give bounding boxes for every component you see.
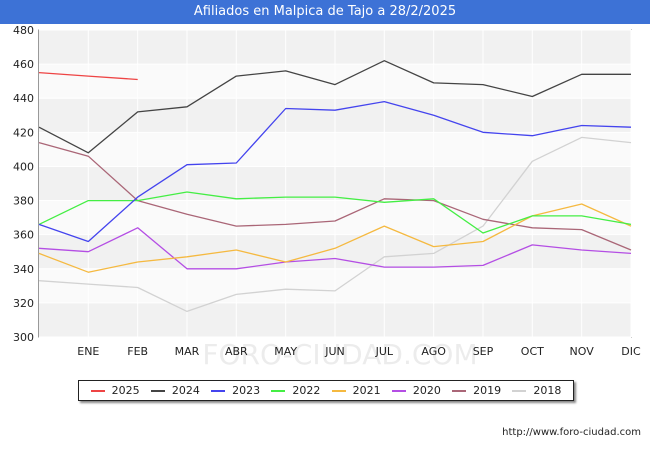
x-tick-label: ENE bbox=[77, 345, 99, 358]
legend-label: 2023 bbox=[232, 384, 261, 397]
legend-item-2020: 2020 bbox=[391, 384, 441, 397]
legend-item-2019: 2019 bbox=[452, 384, 501, 397]
legend-swatch bbox=[90, 389, 105, 392]
y-tick-label: 320 bbox=[13, 297, 34, 310]
source-url: http://www.foro-ciudad.com bbox=[502, 427, 641, 438]
y-tick-label: 340 bbox=[13, 263, 34, 276]
legend-item-2024: 2024 bbox=[150, 384, 200, 397]
legend-swatch bbox=[391, 389, 406, 392]
x-tick-label: MAY bbox=[274, 345, 297, 358]
legend-label: 2020 bbox=[412, 384, 441, 397]
x-tick-label: MAR bbox=[175, 345, 200, 358]
legend-item-2022: 2022 bbox=[271, 384, 320, 397]
legend-swatch bbox=[211, 389, 226, 392]
x-tick-label: SEP bbox=[473, 345, 494, 358]
legend-item-2025: 2025 bbox=[90, 384, 140, 397]
legend-swatch bbox=[452, 389, 467, 392]
legend-swatch bbox=[271, 389, 286, 392]
y-tick-label: 440 bbox=[13, 92, 34, 105]
legend-label: 2024 bbox=[171, 384, 200, 397]
legend-label: 2018 bbox=[533, 384, 562, 397]
x-tick-label: AGO bbox=[421, 345, 446, 358]
series-line-2024 bbox=[38, 60, 631, 154]
series-line-2020 bbox=[38, 227, 632, 270]
legend-label: 2019 bbox=[473, 384, 502, 397]
legend-swatch bbox=[512, 389, 527, 392]
legend-swatch bbox=[150, 389, 165, 392]
series-line-2023 bbox=[38, 100, 632, 243]
legend-item-2021: 2021 bbox=[331, 384, 381, 397]
y-tick-label: 420 bbox=[13, 126, 34, 139]
legend-swatch bbox=[331, 389, 346, 392]
y-tick-label: 480 bbox=[13, 24, 34, 37]
y-tick-label: 300 bbox=[13, 331, 34, 344]
series-line-2018 bbox=[38, 136, 632, 313]
watermark: FORO-CIUDAD.COM bbox=[202, 338, 477, 371]
y-tick-label: 380 bbox=[13, 195, 34, 208]
x-tick-label: JUN bbox=[324, 345, 345, 358]
legend-label: 2022 bbox=[292, 384, 321, 397]
x-tick-label: ABR bbox=[225, 345, 248, 358]
series-line-2022 bbox=[38, 191, 632, 234]
legend-item-2018: 2018 bbox=[512, 384, 561, 397]
x-tick-label: FEB bbox=[127, 345, 148, 358]
y-tick-label: 460 bbox=[13, 58, 34, 71]
x-tick-label: JUL bbox=[375, 345, 394, 358]
chart-title: Afiliados en Malpica de Tajo a 28/2/2025 bbox=[0, 0, 650, 24]
legend: 2025 2024 2023 2022 2021 2020 2019 2018 bbox=[78, 380, 574, 401]
legend-item-2023: 2023 bbox=[211, 384, 260, 397]
x-tick-label: NOV bbox=[570, 345, 595, 358]
y-tick-label: 360 bbox=[13, 229, 34, 242]
x-tick-label: DIC bbox=[621, 345, 641, 358]
legend-label: 2021 bbox=[352, 384, 381, 397]
y-tick-label: 400 bbox=[13, 160, 34, 173]
x-tick-label: OCT bbox=[521, 345, 544, 358]
series-line-2025 bbox=[38, 71, 138, 81]
legend-label: 2025 bbox=[111, 384, 140, 397]
